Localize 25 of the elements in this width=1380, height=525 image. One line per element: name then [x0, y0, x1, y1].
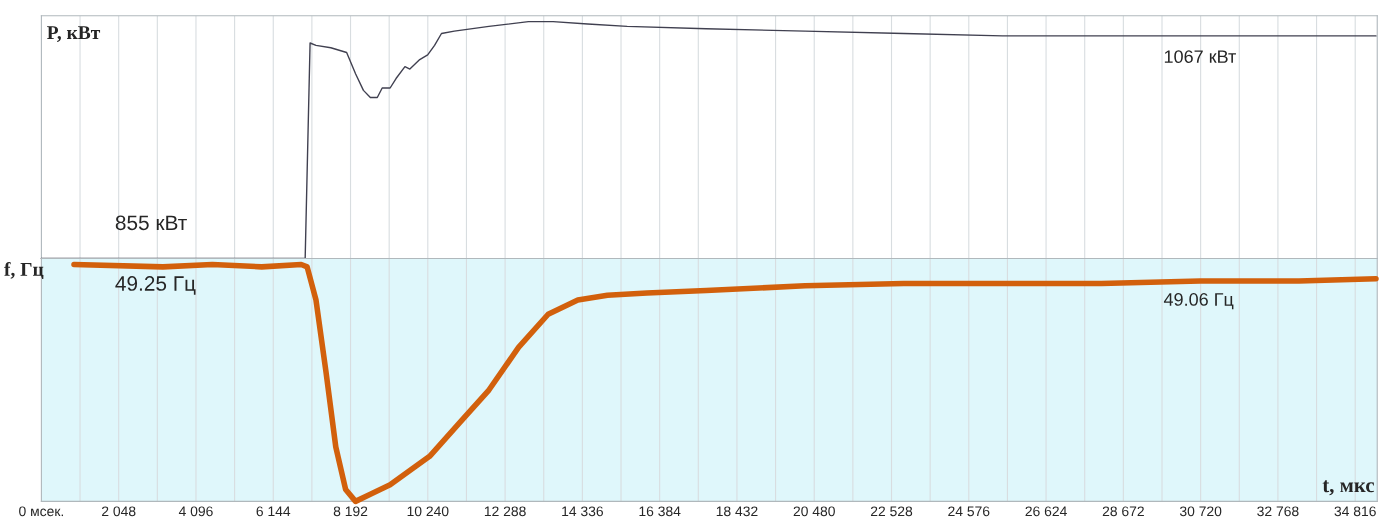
x-tick-label: 14 336	[562, 506, 604, 517]
x-tick-label: 20 480	[793, 506, 835, 517]
y-axis-title: P, кВт	[47, 26, 101, 42]
x-tick-label: 28 672	[1102, 506, 1144, 517]
x-tick-label: 32 768	[1257, 506, 1299, 517]
x-tick-label: 26 624	[1025, 506, 1067, 517]
x-tick-label: 12 288	[484, 506, 526, 517]
x-tick-label: 24 576	[948, 506, 990, 517]
x-tick-label: 16 384	[639, 506, 681, 517]
y-axis-title: f, Гц	[4, 262, 44, 280]
annotation: 49.25 Гц	[115, 276, 196, 295]
x-tick-label: 0 мсек.	[19, 506, 63, 517]
x-tick-label: 22 528	[870, 506, 913, 517]
annotation: 1067 кВт	[1164, 50, 1236, 64]
x-tick-label: 30 720	[1179, 506, 1222, 517]
x-tick-label: 6 144	[256, 506, 291, 517]
x-tick-label: 2 048	[102, 506, 136, 517]
x-axis-title: t, мкс	[1322, 480, 1375, 496]
x-tick-label: 18 432	[716, 506, 758, 517]
annotation: 855 кВт	[115, 215, 187, 231]
x-tick-label: 10 240	[407, 506, 449, 517]
x-tick-label: 8 192	[333, 506, 368, 517]
x-tick-label: 4 096	[178, 506, 213, 517]
x-tick-label: 34 816	[1334, 506, 1376, 517]
annotation: 49.06 Гц	[1163, 293, 1234, 310]
